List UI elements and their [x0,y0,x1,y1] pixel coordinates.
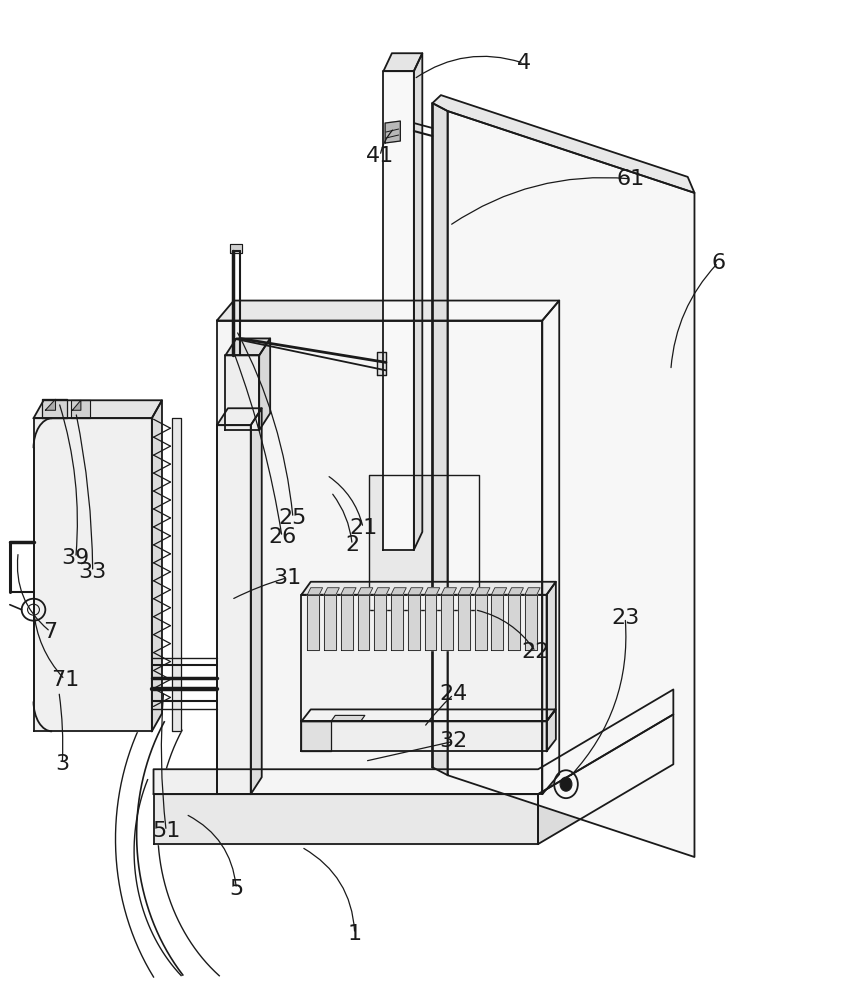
Text: 26: 26 [268,527,296,547]
Polygon shape [301,721,547,751]
Polygon shape [547,582,555,721]
Polygon shape [492,595,503,650]
Polygon shape [538,714,673,844]
Polygon shape [358,588,373,595]
Polygon shape [458,595,470,650]
Text: 51: 51 [152,821,181,841]
Text: 2: 2 [345,535,360,555]
Polygon shape [70,400,90,418]
Polygon shape [369,475,479,610]
Polygon shape [448,111,695,857]
Polygon shape [383,53,422,71]
Polygon shape [492,588,506,595]
Polygon shape [358,595,370,650]
Text: 22: 22 [522,642,550,662]
Text: 39: 39 [62,548,90,568]
Text: 25: 25 [279,508,307,528]
Polygon shape [324,595,336,650]
Text: 41: 41 [366,146,394,166]
Text: 61: 61 [617,169,645,189]
Polygon shape [383,71,414,550]
Text: 23: 23 [611,608,639,628]
Text: 71: 71 [51,670,79,690]
Polygon shape [425,588,440,595]
Polygon shape [432,95,695,193]
Text: 31: 31 [273,568,301,588]
Polygon shape [226,355,259,430]
Polygon shape [331,715,365,721]
Polygon shape [408,595,420,650]
Polygon shape [374,595,386,650]
Polygon shape [153,794,538,844]
Polygon shape [525,588,540,595]
Polygon shape [217,320,543,794]
Polygon shape [45,399,55,410]
Polygon shape [508,588,523,595]
Polygon shape [408,588,423,595]
Polygon shape [441,595,453,650]
Polygon shape [251,408,262,794]
Polygon shape [34,418,152,731]
Polygon shape [307,588,322,595]
Polygon shape [34,400,162,418]
Polygon shape [414,53,422,550]
Polygon shape [341,595,353,650]
Text: 21: 21 [349,518,377,538]
Polygon shape [508,595,520,650]
Polygon shape [153,689,673,794]
Polygon shape [385,121,400,143]
Polygon shape [172,418,181,731]
Polygon shape [217,425,251,794]
Circle shape [560,777,572,791]
Polygon shape [441,588,456,595]
Text: 32: 32 [439,731,468,751]
Polygon shape [432,103,448,775]
Polygon shape [391,588,406,595]
Polygon shape [341,588,356,595]
Text: 6: 6 [711,253,725,273]
Polygon shape [475,588,490,595]
Polygon shape [543,301,559,794]
Polygon shape [152,400,162,731]
Polygon shape [475,595,487,650]
Polygon shape [458,588,473,595]
Polygon shape [217,408,262,425]
Polygon shape [377,352,386,375]
Text: 24: 24 [439,684,468,704]
Polygon shape [391,595,403,650]
Polygon shape [217,301,559,320]
Polygon shape [301,595,547,721]
Text: 3: 3 [55,754,70,774]
Polygon shape [226,338,271,355]
Polygon shape [42,399,67,418]
Polygon shape [301,709,555,721]
Polygon shape [259,338,271,430]
Text: 7: 7 [43,622,58,642]
Polygon shape [374,588,389,595]
Polygon shape [72,400,81,410]
Polygon shape [547,709,555,751]
Polygon shape [307,595,319,650]
Polygon shape [324,588,339,595]
Text: 33: 33 [79,562,107,582]
Polygon shape [301,582,555,595]
Text: 1: 1 [348,924,362,944]
Text: 5: 5 [229,879,243,899]
Text: 4: 4 [516,53,531,73]
Polygon shape [301,721,331,751]
Polygon shape [425,595,437,650]
Polygon shape [525,595,537,650]
Polygon shape [231,244,243,253]
